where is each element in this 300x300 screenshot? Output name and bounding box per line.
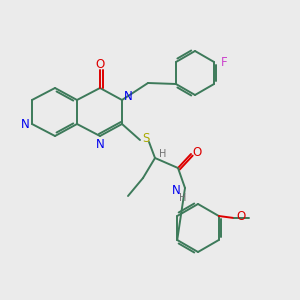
Text: N: N [124,91,132,103]
Text: N: N [172,184,180,197]
Text: N: N [21,118,29,130]
Text: O: O [236,211,245,224]
Text: N: N [96,137,104,151]
Text: F: F [221,56,227,68]
Text: O: O [95,58,105,70]
Text: H: H [179,193,187,203]
Text: H: H [159,149,167,159]
Text: O: O [192,146,202,158]
Text: S: S [142,131,150,145]
